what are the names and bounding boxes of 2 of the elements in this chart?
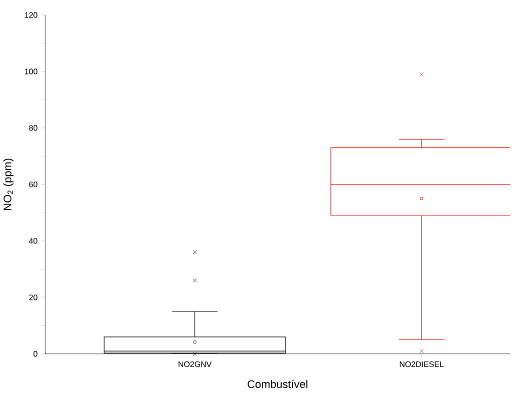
y-axis-title: NO$_{2}$ (ppm)	[3, 158, 14, 210]
x-axis-title: Combustível	[248, 380, 308, 388]
